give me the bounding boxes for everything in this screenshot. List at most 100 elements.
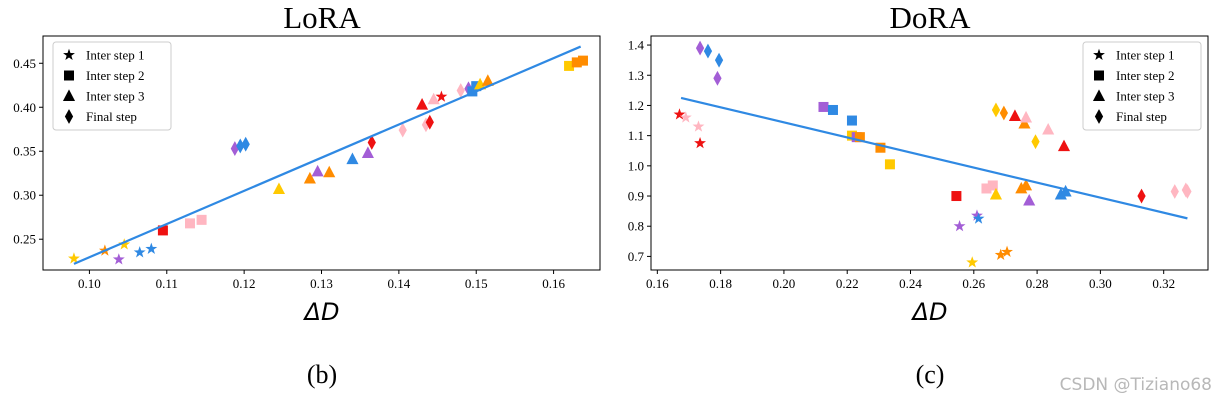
point-star — [673, 108, 686, 120]
point-star — [133, 246, 146, 258]
point-triangle — [481, 74, 494, 86]
point-diamond — [695, 40, 705, 56]
point-triangle — [474, 77, 487, 90]
legend-label: Inter step 3 — [1116, 89, 1174, 104]
watermark-text: CSDN @Tiziano68 — [1060, 375, 1212, 395]
dora-caption: (c) — [916, 360, 945, 389]
dora-plot-frame — [650, 35, 1209, 271]
lora-scatter-points — [68, 45, 588, 265]
point-square — [846, 115, 857, 126]
point-diamond — [999, 105, 1008, 121]
point-square — [987, 180, 998, 191]
x-tick-label: 0.30 — [1089, 276, 1112, 291]
point-diamond — [425, 114, 434, 130]
x-tick-label: 0.20 — [773, 276, 796, 291]
y-tick-label: 0.9 — [628, 189, 644, 204]
legend-label: Inter step 2 — [86, 68, 144, 83]
lora-title: LoRA — [283, 0, 361, 35]
point-square — [564, 60, 575, 71]
point-star — [68, 252, 80, 264]
point-star — [692, 120, 705, 132]
point-diamond — [713, 70, 722, 86]
legend-marker-star — [63, 48, 75, 61]
legend-label: Final step — [1116, 109, 1167, 124]
trend-line — [73, 45, 582, 265]
point-triangle — [1019, 178, 1033, 191]
point-square — [196, 214, 207, 225]
y-tick-label: 1.0 — [628, 158, 644, 173]
point-square — [184, 218, 195, 229]
y-tick-label: 0.45 — [13, 56, 36, 71]
point-star — [972, 212, 985, 224]
point-diamond — [398, 122, 407, 138]
y-tick-label: 0.35 — [13, 144, 36, 159]
point-diamond — [1170, 184, 1179, 199]
point-diamond — [1183, 184, 1192, 199]
x-tick-label: 0.12 — [233, 276, 256, 291]
point-star — [145, 242, 158, 254]
point-triangle — [361, 146, 374, 158]
x-tick-label: 0.22 — [836, 276, 859, 291]
y-tick-label: 0.8 — [628, 219, 644, 234]
point-diamond — [456, 83, 465, 98]
y-tick-label: 0.30 — [13, 188, 36, 203]
point-triangle — [416, 98, 429, 110]
y-tick-label: 0.7 — [628, 249, 645, 264]
legend-marker-square — [1094, 70, 1104, 81]
legend-marker-diamond — [64, 109, 74, 124]
y-tick-label: 1.3 — [628, 68, 644, 83]
x-tick-label: 0.28 — [1026, 276, 1049, 291]
point-diamond — [241, 136, 250, 152]
legend-label: Inter step 1 — [1116, 48, 1174, 63]
point-triangle — [311, 164, 324, 177]
point-triangle — [989, 187, 1003, 200]
point-star — [994, 248, 1007, 260]
lora-axes-ticks: 0.10 0.11 0.12 0.13 0.14 0.15 0.16 0.25 0.30 0.35… — [13, 56, 565, 291]
x-tick-label: 0.26 — [962, 276, 985, 291]
x-tick-label: 0.16 — [542, 276, 565, 291]
point-diamond — [236, 138, 245, 154]
legend-marker-triangle — [1092, 89, 1106, 101]
x-tick-label: 0.18 — [709, 276, 732, 291]
legend-label: Final step — [86, 109, 137, 124]
dora-x-axis-label: ΔD — [911, 298, 948, 326]
point-star — [679, 111, 692, 123]
point-star — [953, 219, 966, 232]
legend-label: Inter step 1 — [86, 48, 144, 63]
point-triangle — [323, 165, 336, 178]
point-diamond — [1137, 188, 1146, 204]
point-triangle — [1042, 123, 1055, 135]
x-tick-label: 0.32 — [1152, 276, 1175, 291]
y-tick-label: 1.1 — [628, 128, 644, 143]
point-triangle — [1057, 139, 1071, 152]
point-triangle — [346, 152, 359, 165]
y-tick-label: 0.40 — [13, 100, 36, 115]
point-diamond — [703, 43, 713, 59]
trend-line — [680, 96, 1188, 220]
x-tick-label: 0.11 — [156, 276, 178, 291]
point-triangle — [427, 92, 440, 105]
point-triangle — [1018, 116, 1031, 129]
point-diamond — [1031, 134, 1040, 150]
legend-label: Inter step 3 — [86, 89, 144, 104]
point-star — [971, 209, 983, 221]
legend-box — [1082, 41, 1202, 131]
x-tick-label: 0.10 — [78, 276, 101, 291]
y-tick-label: 0.25 — [13, 232, 36, 247]
y-tick-label: 1.4 — [628, 38, 645, 53]
dora-axes-ticks: 0.16 0.18 0.20 0.22 0.24 0.26 0.28 0.30 0.32 0.7 0… — [628, 38, 1175, 291]
point-star — [1001, 245, 1013, 257]
point-triangle — [303, 171, 316, 184]
x-tick-label: 0.13 — [310, 276, 333, 291]
point-triangle — [1008, 109, 1021, 121]
lora-panel: LoRA 0.10 0.11 0.12 0.13 0.14 0.15 0.16 0.25 0.3… — [13, 0, 601, 389]
legend-marker-square — [64, 70, 74, 81]
point-star — [966, 256, 979, 268]
point-star — [694, 136, 706, 149]
x-tick-label: 0.24 — [899, 276, 922, 291]
point-triangle — [1059, 184, 1072, 197]
lora-caption: (b) — [307, 360, 337, 389]
legend-marker-diamond — [1094, 109, 1104, 124]
x-tick-label: 0.15 — [465, 276, 488, 291]
lora-x-axis-label: ΔD — [303, 298, 340, 326]
